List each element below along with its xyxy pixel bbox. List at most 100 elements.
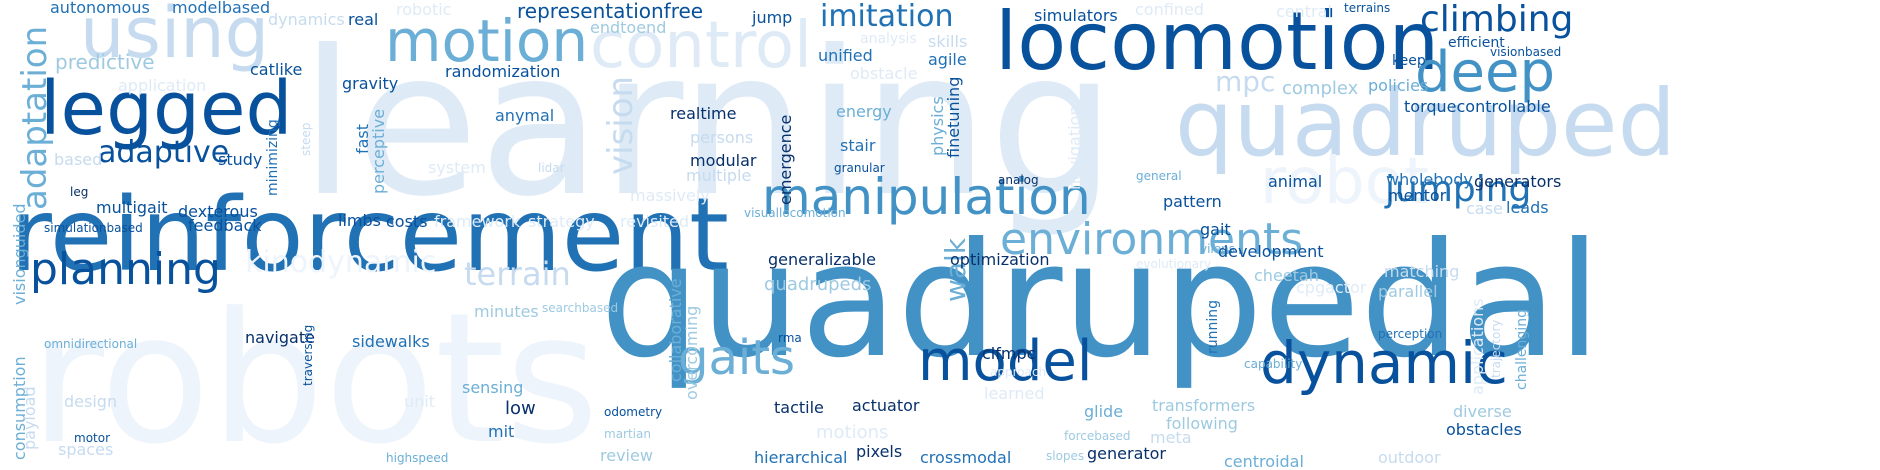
cloud-word-mpc: mpc: [1215, 65, 1276, 98]
cloud-word-wholebody: wholebody: [1386, 170, 1473, 189]
cloud-word-applications: applications: [1468, 298, 1487, 395]
cloud-word-gait: gait: [1200, 220, 1231, 239]
cloud-word-visionguided: visionguided: [10, 203, 29, 305]
cloud-word-leads: leads: [1506, 198, 1549, 217]
cloud-word-system: system: [428, 158, 486, 177]
cloud-word-design: design: [64, 392, 118, 411]
cloud-word-energy: energy: [836, 102, 892, 121]
cloud-word-adaptive: adaptive: [98, 135, 230, 170]
cloud-word-deep: deep: [1415, 40, 1555, 105]
cloud-word-complex: complex: [1282, 78, 1359, 99]
cloud-word-revisited: revisited: [620, 212, 690, 231]
cloud-word-vision: vision: [601, 75, 641, 175]
cloud-word-navigation: navigation: [1065, 105, 1084, 190]
cloud-word-simulators: simulators: [1034, 6, 1118, 25]
cloud-word-imitation: imitation: [820, 0, 954, 34]
cloud-word-kinodynamic: kinodynamic: [245, 245, 437, 280]
cloud-word-manipulation: manipulation: [762, 168, 1091, 226]
cloud-word-robotic: robotic: [396, 0, 452, 19]
cloud-word-keep: keep: [1392, 53, 1426, 69]
cloud-word-searchbased: searchbased: [542, 301, 619, 315]
cloud-word-granular: granular: [834, 161, 885, 175]
cloud-word-sidewalks: sidewalks: [352, 332, 430, 351]
cloud-word-learned: learned: [984, 384, 1045, 403]
cloud-word-outdoor: outdoor: [1378, 448, 1441, 467]
cloud-word-environments: environments: [1000, 214, 1304, 265]
cloud-word-low: low: [505, 398, 536, 419]
cloud-word-navigate: navigate: [245, 328, 315, 347]
cloud-word-locomotion: locomotion: [995, 0, 1440, 88]
cloud-word-central: central: [1276, 2, 1332, 21]
cloud-word-adaptation: adaptation: [15, 25, 55, 210]
cloud-word-robots: robots: [30, 275, 599, 470]
cloud-word-unified: unified: [818, 46, 873, 65]
cloud-word-meta: meta: [1150, 428, 1192, 447]
cloud-word-based: based: [54, 150, 103, 169]
cloud-word-trajectory: trajectory: [1489, 319, 1503, 378]
cloud-word-emergence: emergence: [776, 114, 795, 205]
cloud-word-forcebased: forcebased: [1064, 429, 1131, 443]
cloud-word-overcoming: overcoming: [682, 305, 701, 400]
cloud-word-generalizable: generalizable: [768, 250, 876, 269]
cloud-word-study: study: [218, 150, 263, 169]
cloud-word-feedback: feedback: [188, 216, 262, 235]
cloud-word-motion: motion: [385, 7, 589, 75]
cloud-word-analysis: analysis: [860, 31, 917, 47]
cloud-word-perceptive: perceptive: [369, 108, 388, 194]
cloud-word-visionbased: visionbased: [1490, 45, 1562, 59]
cloud-word-multiple: multiple: [686, 166, 752, 185]
cloud-word-gravity: gravity: [342, 74, 399, 93]
cloud-word-optimization: optimization: [950, 250, 1050, 269]
cloud-word-general: general: [1136, 169, 1182, 183]
cloud-word-odometry: odometry: [604, 405, 663, 419]
cloud-word-approach: approach: [990, 365, 1047, 379]
cloud-word-sensing: sensing: [462, 378, 524, 397]
cloud-word-robot: robot: [1260, 145, 1429, 219]
cloud-word-actuator: actuator: [852, 396, 920, 415]
cloud-word-obstacle: obstacle: [850, 64, 918, 83]
cloud-word-unit: unit: [404, 392, 435, 411]
cloud-word-agile: agile: [928, 50, 967, 69]
cloud-word-clfmpc: clfmpc: [982, 344, 1036, 363]
cloud-word-diverse: diverse: [1453, 402, 1512, 421]
cloud-word-learning: learning: [300, 8, 1116, 241]
cloud-word-framework: framework: [434, 212, 521, 231]
cloud-word-dynamics: dynamics: [268, 10, 345, 29]
cloud-word-terrain: terrain: [464, 255, 571, 293]
cloud-word-simulationbased: simulationbased: [44, 221, 143, 235]
cloud-word-martian: martian: [604, 427, 651, 441]
cloud-word-limbs: limbs: [338, 211, 381, 230]
cloud-word-hierarchical: hierarchical: [754, 448, 848, 467]
cloud-word-highspeed: highspeed: [386, 451, 449, 465]
cloud-word-terrains: terrains: [1344, 1, 1391, 15]
cloud-word-walk: walk: [939, 237, 972, 302]
cloud-word-catlike: catlike: [250, 60, 303, 79]
cloud-word-realtime: realtime: [670, 104, 737, 123]
cloud-word-matching: matching: [1384, 262, 1460, 281]
cloud-word-perception: perception: [1378, 327, 1443, 341]
cloud-word-animal: animal: [1268, 172, 1323, 191]
cloud-word-quadruped: quadruped: [1175, 70, 1677, 177]
cloud-word-analog: analog: [998, 173, 1039, 187]
cloud-word-modular: modular: [690, 151, 757, 170]
cloud-word-capability: capability: [1244, 357, 1303, 371]
cloud-word-mit: mit: [488, 422, 515, 441]
cloud-word-quadrupeds: quadrupeds: [764, 274, 872, 295]
cloud-word-centroidal: centroidal: [1224, 452, 1304, 470]
cloud-word-control: control: [590, 9, 812, 83]
cloud-word-application: application: [118, 76, 207, 95]
cloud-word-dynamic: dynamic: [1260, 329, 1508, 397]
cloud-word-efficient: efficient: [1448, 35, 1505, 51]
cloud-word-vilens: vilens: [1200, 242, 1236, 256]
cloud-word-dexterous: dexterous: [178, 202, 258, 221]
cloud-word-skills: skills: [928, 32, 968, 51]
cloud-word-motions: motions: [816, 422, 889, 443]
cloud-word-cpgactor: cpgactor: [1296, 278, 1367, 297]
cloud-word-randomization: randomization: [445, 62, 561, 81]
cloud-word-modelbased: modelbased: [172, 0, 271, 17]
cloud-word-review: review: [600, 446, 653, 465]
cloud-word-minutes: minutes: [474, 302, 539, 321]
cloud-word-quadrupedal: quadrupedal: [600, 209, 1602, 393]
cloud-word-motor: motor: [74, 431, 111, 445]
